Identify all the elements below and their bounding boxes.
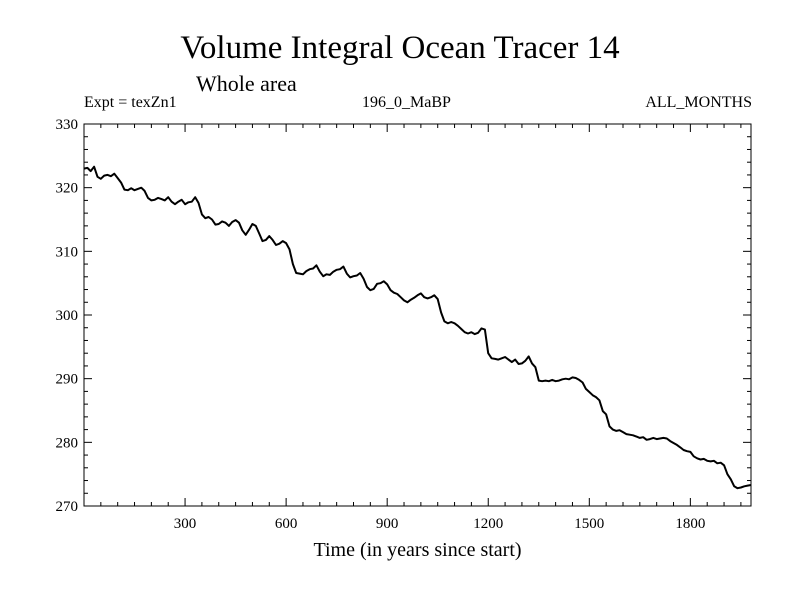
axis-ticks [84,124,751,506]
y-tick-label: 330 [56,117,79,133]
period-label: ALL_MONTHS [645,94,752,111]
y-tick-label: 270 [56,499,79,515]
x-tick-label: 300 [174,516,197,532]
x-axis-label: Time (in years since start) [313,539,521,561]
y-tick-label: 290 [56,372,79,388]
run-label: 196_0_MaBP [362,94,451,111]
x-tick-label: 900 [376,516,399,532]
x-tick-label: 1500 [574,516,604,532]
x-tick-label: 1200 [473,516,503,532]
y-tick-label: 310 [56,244,79,260]
plot-frame [83,123,752,507]
y-tick-label: 320 [56,181,79,197]
y-tick-label: 280 [56,435,79,451]
chart-title: Volume Integral Ocean Tracer 14 [180,30,620,66]
chart-subtitle: Whole area [196,71,297,96]
experiment-label: Expt = texZn1 [84,94,177,111]
x-tick-label: 1800 [675,516,705,532]
tick-labels: 300 600 900 1200 1500 1800 270 280 290 300 310 320 3… [56,117,706,532]
y-tick-label: 300 [56,308,79,324]
series-line [83,165,752,490]
x-tick-label: 600 [275,516,298,532]
